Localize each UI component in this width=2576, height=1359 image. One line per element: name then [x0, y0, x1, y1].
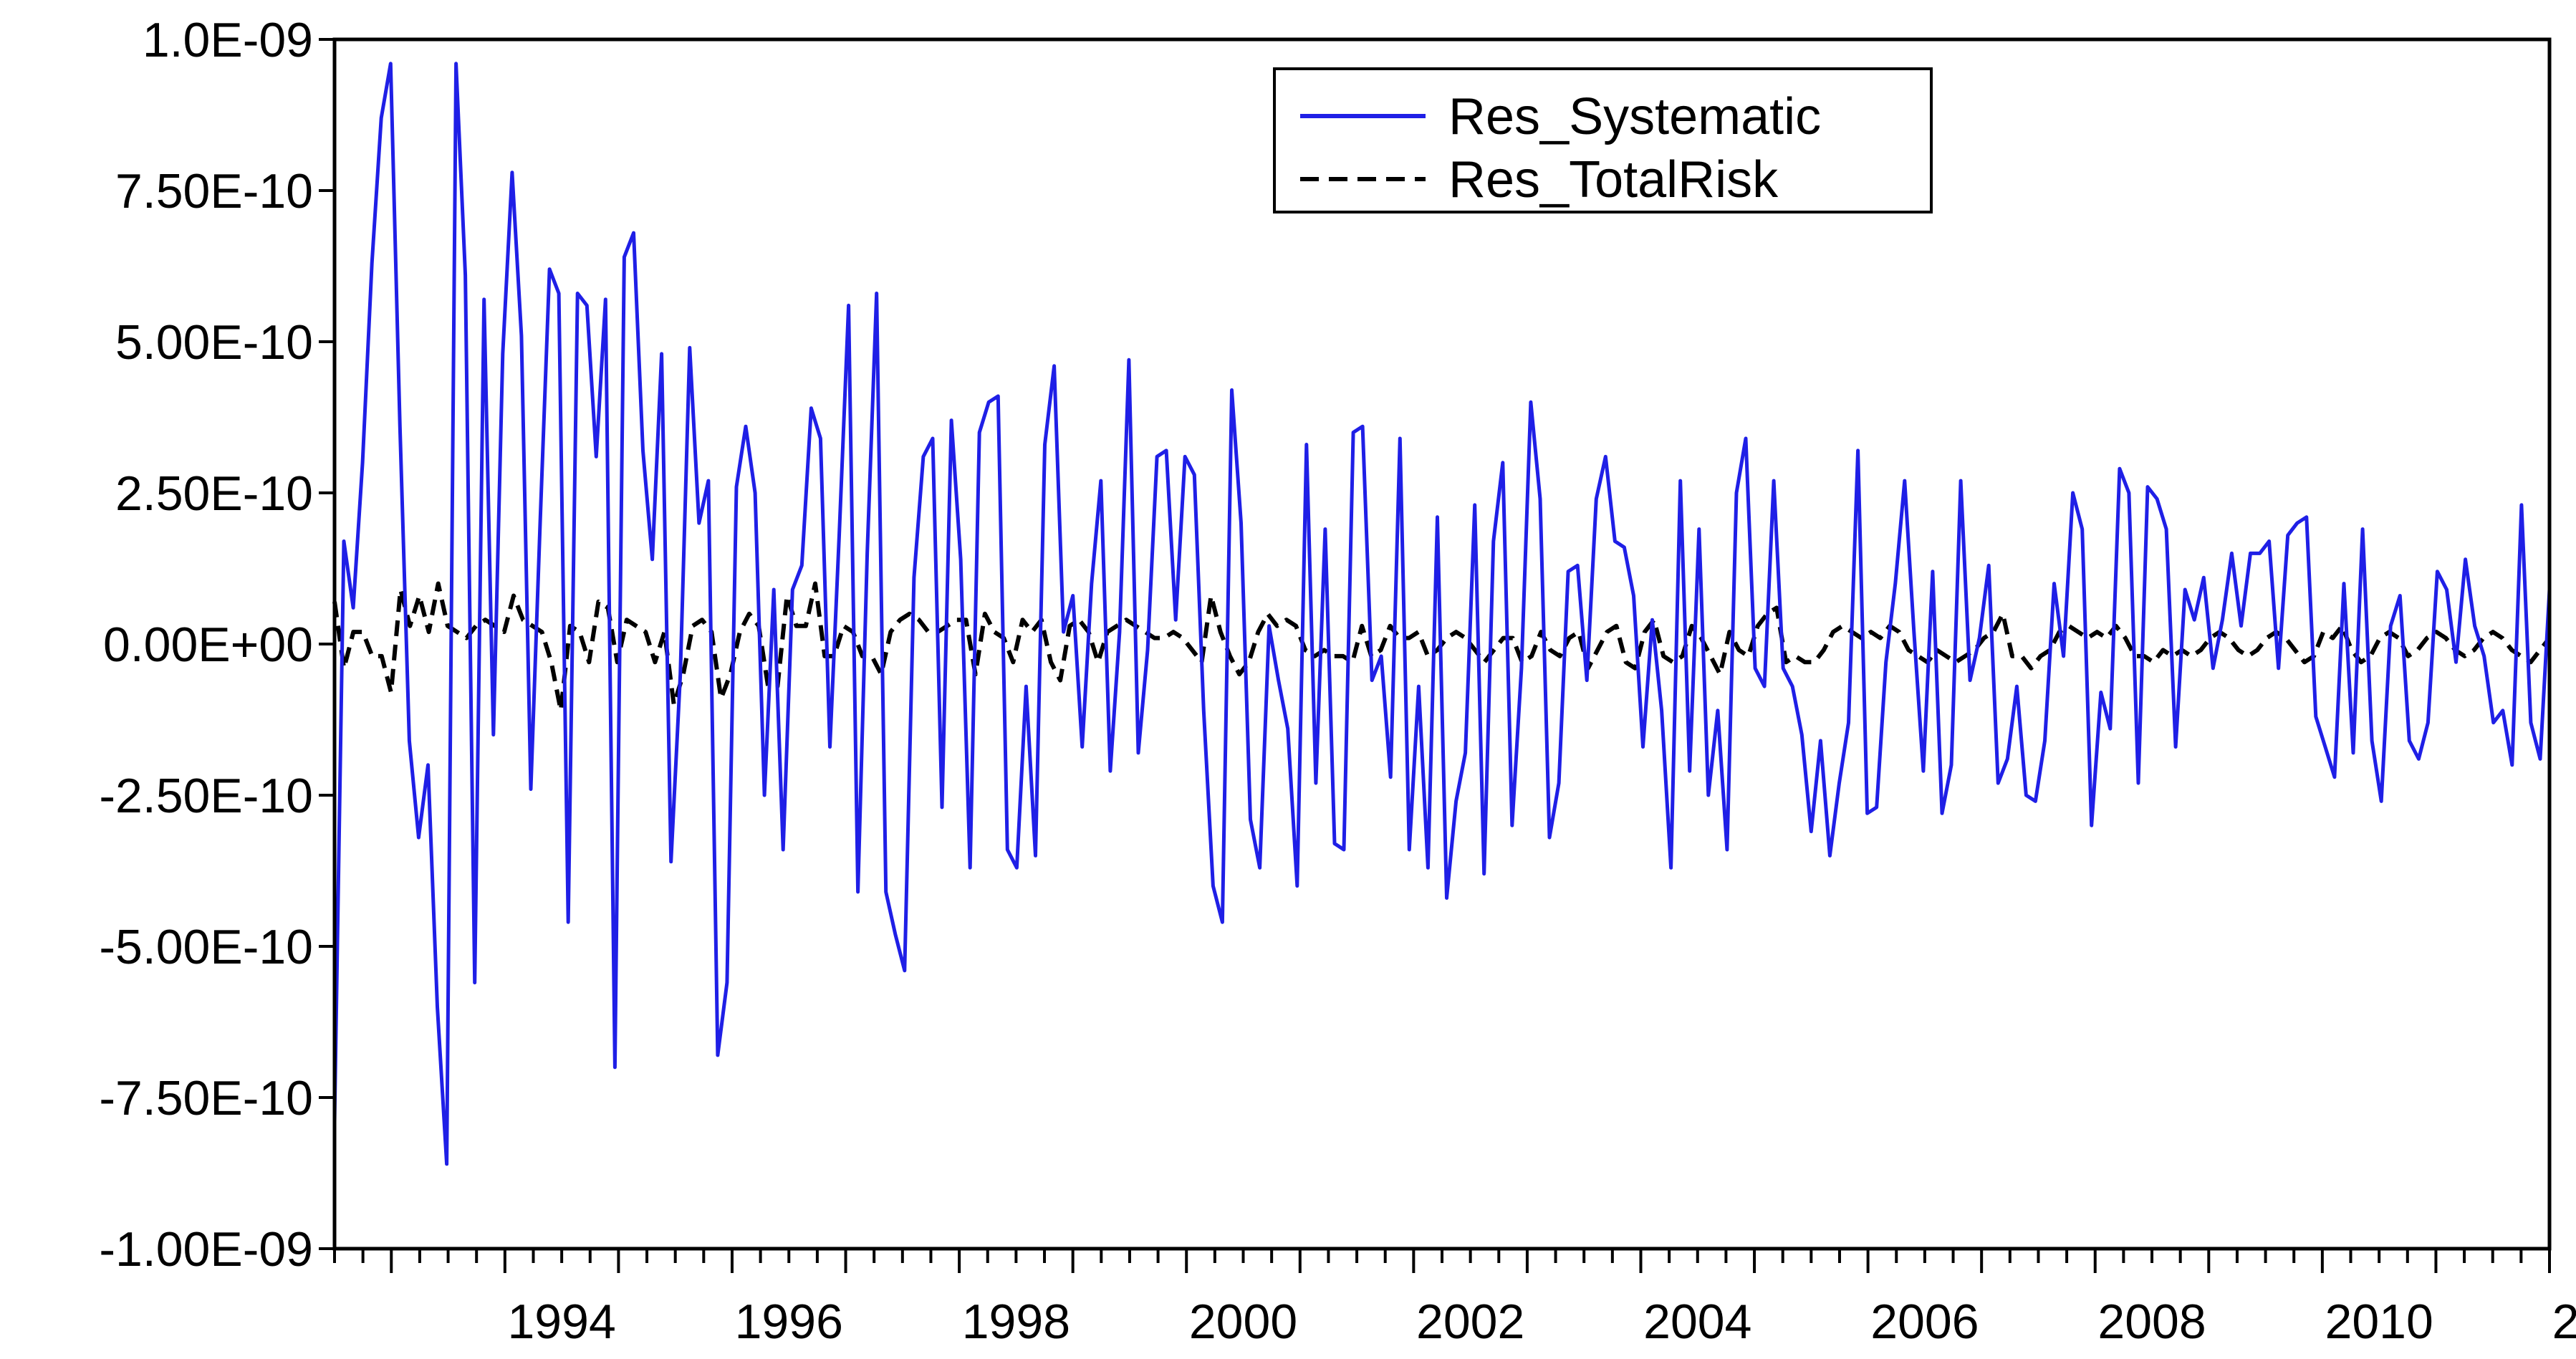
- legend: Res_Systematic Res_TotalRisk: [1273, 67, 1933, 213]
- y-tick-label: 2.50E-10: [115, 466, 313, 521]
- y-tick-label: 0.00E+00: [103, 618, 313, 672]
- y-tick-label: 7.50E-10: [115, 164, 313, 219]
- y-tick-label: -1.00E-09: [99, 1222, 313, 1277]
- plot-frame: [332, 37, 2552, 1251]
- legend-label-res-systematic: Res_Systematic: [1448, 88, 1821, 145]
- y-tick-label: 1.0E-09: [143, 13, 313, 67]
- x-tick-label: 2010: [2325, 1295, 2433, 1349]
- x-tick-label: 1996: [735, 1295, 843, 1349]
- x-tick-label: 2008: [2097, 1295, 2206, 1349]
- x-tick-label: 2006: [1870, 1295, 1979, 1349]
- legend-label-res-totalrisk: Res_TotalRisk: [1448, 151, 1779, 208]
- x-tick-label: 2004: [1643, 1295, 1751, 1349]
- x-tick-label: 2002: [1416, 1295, 1524, 1349]
- x-tick-label: 2000: [1189, 1295, 1297, 1349]
- y-tick-label: -2.50E-10: [99, 769, 313, 823]
- y-axis-ticks: 1.0E-09 7.50E-10 5.00E-10 2.50E-10 0.00E+00 -…: [99, 13, 335, 1277]
- x-axis-ticks: 1994 1996 1998 2000 2002 2004 2006 2008 2010 2012: [333, 1249, 2576, 1349]
- series-layer: [332, 62, 2552, 1166]
- y-tick-label: -5.00E-10: [99, 920, 313, 974]
- x-tick-label: 1998: [962, 1295, 1070, 1349]
- x-tick-label: 1994: [507, 1295, 615, 1349]
- legend-box: [1273, 67, 1933, 213]
- y-tick-label: 5.00E-10: [115, 315, 313, 370]
- y-tick-label: -7.50E-10: [99, 1071, 313, 1125]
- x-tick-label: 2012: [2552, 1295, 2576, 1349]
- series-line-res-systematic: [332, 62, 2552, 1166]
